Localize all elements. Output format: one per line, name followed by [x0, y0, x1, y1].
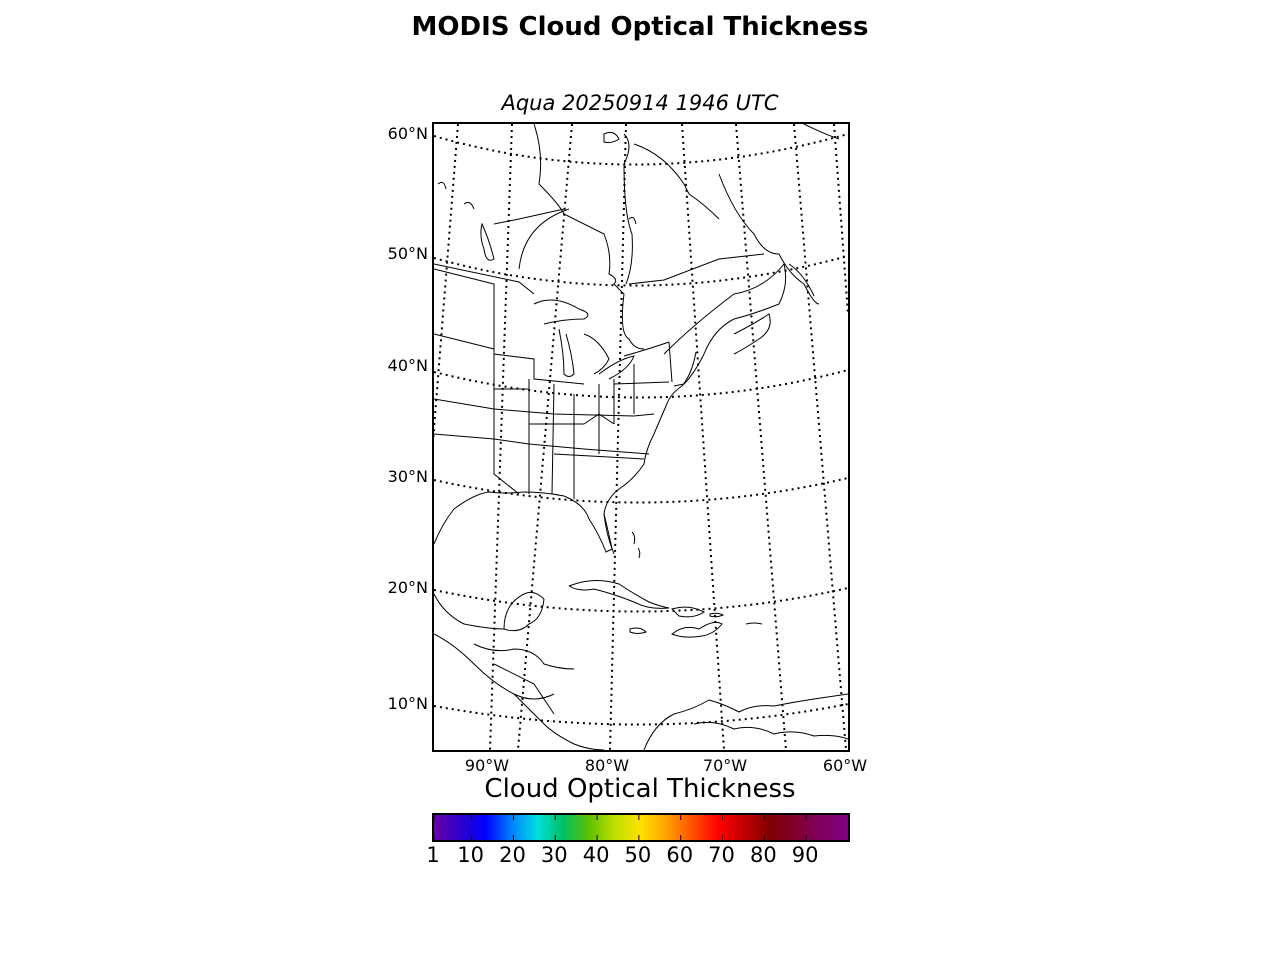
lat-label-30n: 30°N	[387, 467, 428, 486]
map-subtitle: Aqua 20250914 1946 UTC	[501, 91, 779, 115]
lat-label-40n: 40°N	[387, 356, 428, 375]
chart-title: MODIS Cloud Optical Thickness	[411, 12, 869, 42]
map-canvas	[434, 124, 848, 750]
colorbar-tick-label: 10	[457, 843, 484, 867]
coastlines	[434, 124, 848, 750]
colorbar-gradient	[433, 815, 848, 840]
colorbar	[432, 813, 850, 842]
longitude-lines	[434, 124, 848, 750]
lon-label-60w: 60°W	[822, 756, 868, 775]
colorbar-tick-label: 90	[791, 843, 819, 867]
colorbar-tick-label: 20	[499, 843, 526, 867]
colorbar-tick-label: 30	[540, 843, 568, 867]
lat-label-50n: 50°N	[387, 244, 428, 263]
lon-label-90w: 90°W	[464, 756, 510, 775]
colorbar-tick-label: 70	[708, 843, 735, 867]
colorbar-tick-label: 60	[666, 843, 694, 867]
lat-label-60n: 60°N	[387, 124, 428, 143]
latitude-lines	[434, 133, 848, 726]
map-panel	[432, 122, 850, 752]
lat-label-10n: 10°N	[387, 694, 428, 713]
colorbar-label: Cloud Optical Thickness	[484, 774, 796, 804]
lat-label-20n: 20°N	[387, 578, 428, 597]
colorbar-tick-label: 50	[624, 843, 652, 867]
lon-label-70w: 70°W	[702, 756, 748, 775]
colorbar-tick-label: 1	[426, 843, 440, 867]
lon-label-80w: 80°W	[584, 756, 630, 775]
colorbar-tick-label: 80	[749, 843, 777, 867]
colorbar-tick-label: 40	[582, 843, 610, 867]
